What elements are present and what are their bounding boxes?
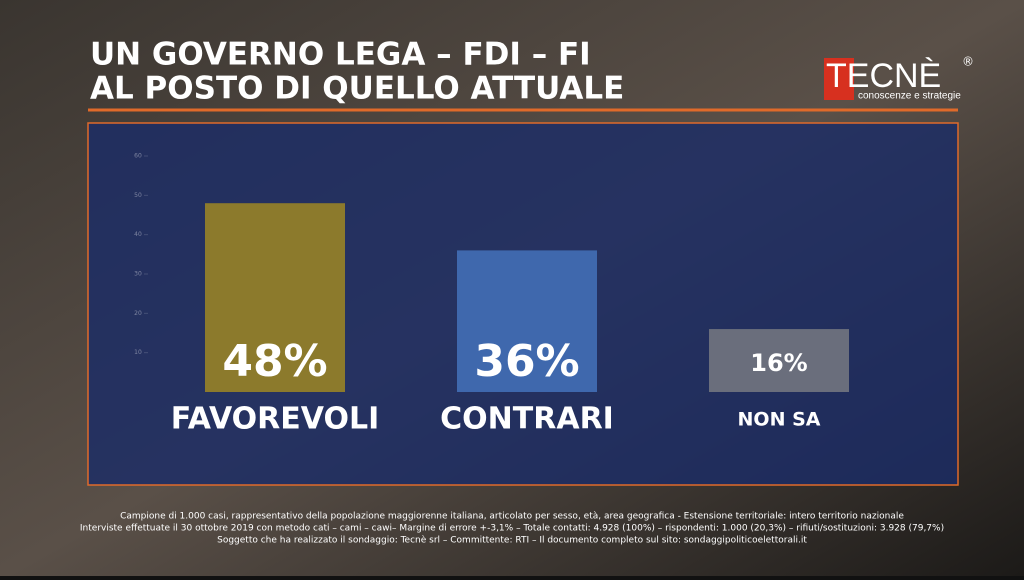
category-label: NON SA	[738, 409, 821, 431]
title-line: UN GOVERNO LEGA – FDI – FI	[90, 37, 591, 73]
bar	[709, 329, 849, 392]
y-tick-label: 40	[134, 231, 142, 238]
y-tick-label: 60	[134, 153, 142, 160]
bar	[205, 203, 345, 392]
footnote: Interviste effettuate il 30 ottobre 2019…	[80, 524, 944, 534]
y-tick-label: 10	[134, 349, 142, 356]
plot: 10 20 30 40 50 60 48% FAVOREVOLI 36% CONTRARI 16% N…	[134, 153, 849, 437]
category-label: FAVOREVOLI	[171, 402, 380, 437]
value-label: 36%	[474, 336, 579, 387]
footnote: Campione di 1.000 casi, rappresentativo …	[120, 512, 904, 522]
y-tick-label: 20	[134, 310, 142, 317]
logo-block	[824, 58, 854, 100]
logo-name: TECNÈ	[826, 57, 941, 95]
title-line: AL POSTO DI QUELLO ATTUALE	[90, 71, 624, 107]
y-tick-label: 50	[134, 192, 142, 199]
footnote: Soggetto che ha realizzato il sondaggio:…	[217, 535, 807, 546]
value-label: 48%	[222, 336, 327, 387]
value-label: 16%	[750, 349, 807, 377]
logo-mark: ®	[962, 55, 974, 69]
logo-tagline: conoscenze e strategie	[858, 91, 961, 102]
bar	[457, 250, 597, 392]
category-label: CONTRARI	[440, 402, 614, 437]
y-tick-label: 30	[134, 271, 142, 278]
